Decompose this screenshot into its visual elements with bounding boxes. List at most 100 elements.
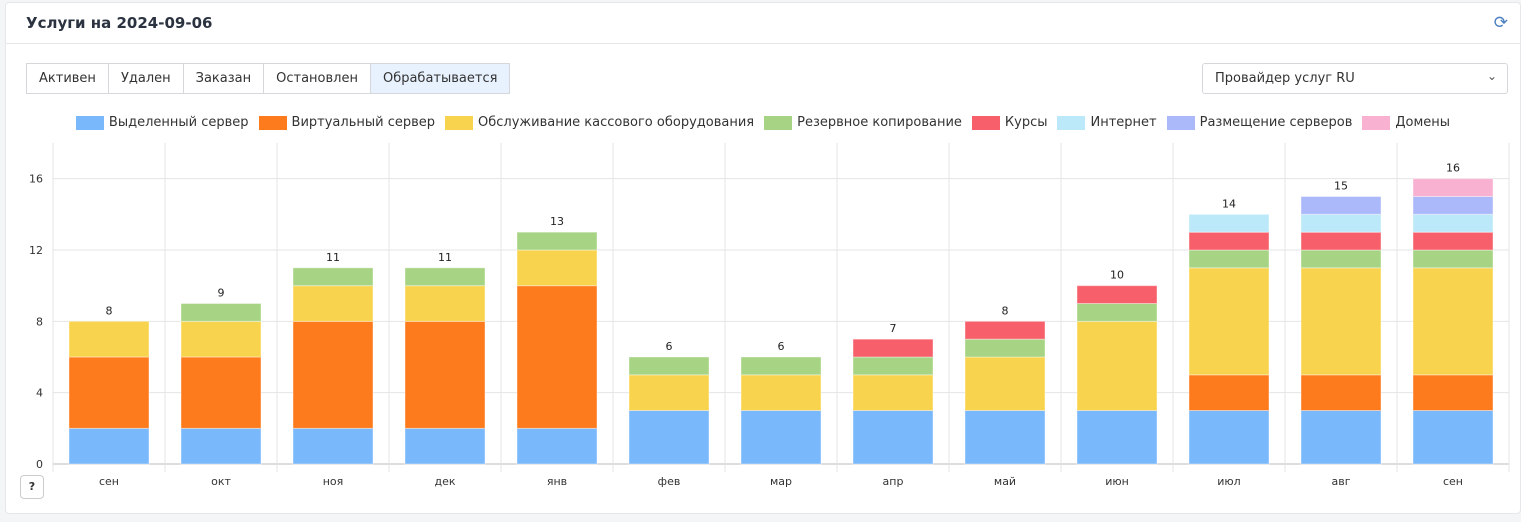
legend-swatch xyxy=(764,115,793,130)
legend-item[interactable]: Обслуживание кассового оборудования xyxy=(445,115,754,130)
bar-segment xyxy=(68,320,150,358)
total-label: 13 xyxy=(550,215,564,228)
bar-segment xyxy=(1412,267,1494,376)
bar-segment xyxy=(1188,410,1270,465)
total-label: 9 xyxy=(218,287,225,300)
bar-segment xyxy=(1300,231,1382,251)
bar-segment xyxy=(516,427,598,465)
legend-label: Интернет xyxy=(1090,115,1157,130)
total-label: 11 xyxy=(326,251,340,264)
x-tick-label: мар xyxy=(770,475,792,488)
bar-segment xyxy=(404,320,486,429)
tab-active[interactable]: Активен xyxy=(27,64,109,93)
bar-segment xyxy=(740,356,822,376)
bar-segment xyxy=(1300,249,1382,269)
bar-segment xyxy=(628,410,710,465)
bar-segment xyxy=(1412,213,1494,233)
legend-swatch xyxy=(1057,115,1086,130)
bar-segment xyxy=(404,267,486,287)
legend-item[interactable]: Интернет xyxy=(1057,115,1157,130)
bar-segment xyxy=(1188,231,1270,251)
chevron-down-icon: ⌄ xyxy=(1486,69,1497,83)
x-tick-label: янв xyxy=(547,475,567,488)
legend-label: Виртуальный сервер xyxy=(291,115,436,130)
x-tick-label: авг xyxy=(1331,475,1350,488)
refresh-icon[interactable]: ⟳ xyxy=(1493,13,1508,33)
bar-segment xyxy=(628,356,710,376)
bar-segment xyxy=(1412,410,1494,465)
x-tick-label: апр xyxy=(883,475,904,488)
legend-item[interactable]: Курсы xyxy=(971,115,1047,130)
x-tick-label: фев xyxy=(658,475,681,488)
bar-segment xyxy=(404,427,486,465)
bar-segment xyxy=(964,320,1046,340)
bar-segment xyxy=(740,374,822,412)
help-button[interactable]: ? xyxy=(20,475,44,499)
legend-label: Обслуживание кассового оборудования xyxy=(478,115,755,130)
bar-segment xyxy=(628,374,710,412)
legend-item[interactable]: Резервное копирование xyxy=(764,115,962,130)
bar-segment xyxy=(1300,196,1382,215)
legend-item[interactable]: Домены xyxy=(1362,115,1450,130)
legend-swatch xyxy=(258,115,287,130)
bar-segment xyxy=(180,303,262,322)
legend-swatch xyxy=(971,115,1000,130)
chart-legend: Выделенный сервер Виртуальный сервер Обслу… xyxy=(6,115,1520,130)
bar-segment xyxy=(516,231,598,251)
total-label: 14 xyxy=(1222,197,1236,210)
x-tick-label: сен xyxy=(99,475,119,488)
bar-segment xyxy=(1412,196,1494,215)
bar-segment xyxy=(852,338,934,358)
legend-item[interactable]: Размещение серверов xyxy=(1166,115,1352,130)
bar-segment xyxy=(1188,213,1270,233)
bar-segment xyxy=(964,356,1046,411)
tab-processing[interactable]: Обрабатывается xyxy=(370,64,510,93)
total-label: 6 xyxy=(778,340,785,353)
bar-segment xyxy=(292,267,374,287)
stacked-bar-chart: 0 4 8 12 16 8 сен 9 окт 11 ноя 11 дек 13 янв 6 фев 6 мар 7 а… xyxy=(29,143,1510,488)
bar-segment xyxy=(404,285,486,322)
bar-segment xyxy=(68,427,150,465)
y-tick-label: 8 xyxy=(36,315,43,328)
bar-segment xyxy=(180,427,262,465)
tab-stopped[interactable]: Остановлен xyxy=(264,64,371,93)
bar-segment xyxy=(1412,249,1494,269)
legend-swatch xyxy=(1362,115,1391,130)
bar-segment xyxy=(1188,374,1270,412)
bar-segment xyxy=(1076,410,1158,465)
legend-item[interactable]: Виртуальный сервер xyxy=(258,115,436,130)
x-tick-label: июл xyxy=(1217,475,1240,488)
status-tabs: Активен Удален Заказан Остановлен Обраба… xyxy=(26,63,511,94)
total-label: 15 xyxy=(1334,180,1348,193)
legend-swatch xyxy=(445,115,474,130)
legend-label: Домены xyxy=(1395,115,1451,130)
bar-segment xyxy=(1412,231,1494,251)
tab-ordered[interactable]: Заказан xyxy=(183,64,265,93)
bar-segment xyxy=(852,410,934,465)
legend-label: Выделенный сервер xyxy=(108,115,249,130)
bar-segment xyxy=(1300,374,1382,412)
legend-item[interactable]: Выделенный сервер xyxy=(75,115,249,130)
provider-select-value: Провайдер услуг RU xyxy=(1215,71,1355,86)
bar-segment xyxy=(1300,213,1382,233)
y-tick-label: 12 xyxy=(29,244,43,257)
bar-segment xyxy=(852,374,934,412)
bar-segment xyxy=(180,320,262,358)
bar-segment xyxy=(516,249,598,287)
bar-segment xyxy=(292,320,374,429)
total-label: 8 xyxy=(1002,304,1009,317)
total-label: 11 xyxy=(438,251,452,264)
legend-label: Резервное копирование xyxy=(797,115,962,130)
y-tick-label: 16 xyxy=(29,173,43,186)
total-label: 8 xyxy=(106,304,113,317)
x-tick-label: ноя xyxy=(323,475,344,488)
bar-segment xyxy=(964,338,1046,358)
bar-segment xyxy=(1300,267,1382,376)
tab-deleted[interactable]: Удален xyxy=(108,64,184,93)
provider-select[interactable]: Провайдер услуг RU ⌄ xyxy=(1202,63,1508,94)
total-label: 7 xyxy=(890,322,897,335)
page-title: Услуги на 2024-09-06 xyxy=(26,14,213,32)
bar-segment xyxy=(1412,374,1494,412)
total-label: 10 xyxy=(1110,269,1124,282)
bar-segment xyxy=(516,285,598,429)
